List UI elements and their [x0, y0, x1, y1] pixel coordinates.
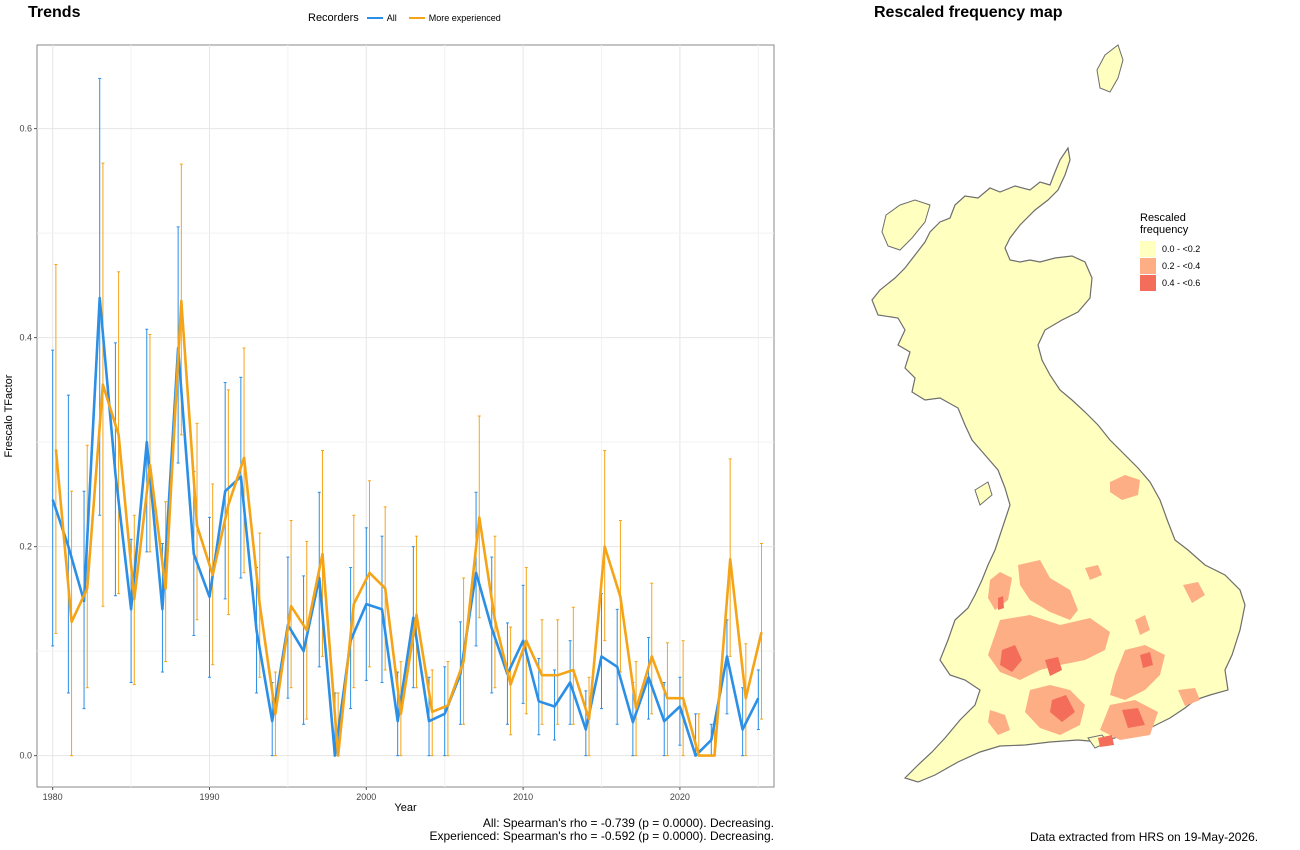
y-tick-label: 0.4 — [19, 333, 32, 343]
y-tick-label: 0.0 — [19, 751, 32, 761]
series-line-all — [51, 296, 760, 757]
map-title: Rescaled frequency map — [874, 4, 1063, 21]
x-tick-label: 2010 — [513, 792, 533, 802]
y-tick-label: 0.2 — [19, 542, 32, 552]
legend-swatch-experienced — [408, 17, 425, 19]
map-legend-swatch — [1140, 257, 1156, 274]
legend-label-experienced: More experienced — [428, 13, 501, 23]
gb-outline — [871, 146, 1246, 783]
map-footer: Data extracted from HRS on 19-May-2026. — [1030, 830, 1259, 844]
y-tick-label: 0.6 — [19, 124, 32, 134]
isle-of-man — [974, 481, 993, 506]
map-legend-label: 0.0 - <0.2 — [1162, 243, 1201, 254]
caption-experienced: Experienced: Spearman's rho = -0.592 (p … — [429, 829, 775, 843]
islands-west — [881, 199, 931, 251]
trends-title: Trends — [28, 4, 81, 21]
x-tick-label: 1990 — [199, 792, 219, 802]
x-tick-label: 2020 — [670, 792, 690, 802]
islands-northern — [1096, 44, 1124, 93]
map-legend-title-2: frequency — [1140, 224, 1189, 236]
map-legend-item: 0.4 - <0.6 — [1140, 274, 1200, 291]
map-legend-title-1: Rescaled — [1140, 212, 1186, 224]
map-legend-swatch — [1140, 240, 1156, 257]
series-line-experienced — [54, 299, 763, 757]
map-legend-item: 0.2 - <0.4 — [1140, 257, 1200, 274]
map-legend-swatch — [1140, 274, 1156, 291]
frequency-map — [871, 44, 1246, 783]
legend-label-all: All — [386, 13, 397, 23]
x-axis-label: Year — [394, 802, 417, 814]
map-legend-item: 0.0 - <0.2 — [1140, 240, 1200, 257]
trend-chart: 1980 1990 2000 2010 2020 0.0 0.2 0.4 0.6 Year Fres… — [3, 44, 775, 814]
legend-swatch-all — [366, 17, 383, 19]
y-axis-label: Frescalo TFactor — [3, 374, 15, 457]
map-legend-label: 0.2 - <0.4 — [1162, 260, 1201, 271]
caption-all: All: Spearman's rho = -0.739 (p = 0.0000… — [482, 816, 774, 830]
x-tick-label: 2000 — [356, 792, 376, 802]
chart-legend: Recorders All More experienced — [308, 12, 501, 24]
freq-band-high — [998, 596, 1153, 747]
legend-title: Recorders — [308, 12, 359, 24]
x-tick-label: 1980 — [43, 792, 63, 802]
trend-caption: All: Spearman's rho = -0.739 (p = 0.0000… — [430, 817, 775, 843]
map-legend: Rescaled frequency 0.0 - <0.2 0.2 - <0.4 0… — [1140, 212, 1200, 291]
map-legend-label: 0.4 - <0.6 — [1162, 277, 1201, 288]
